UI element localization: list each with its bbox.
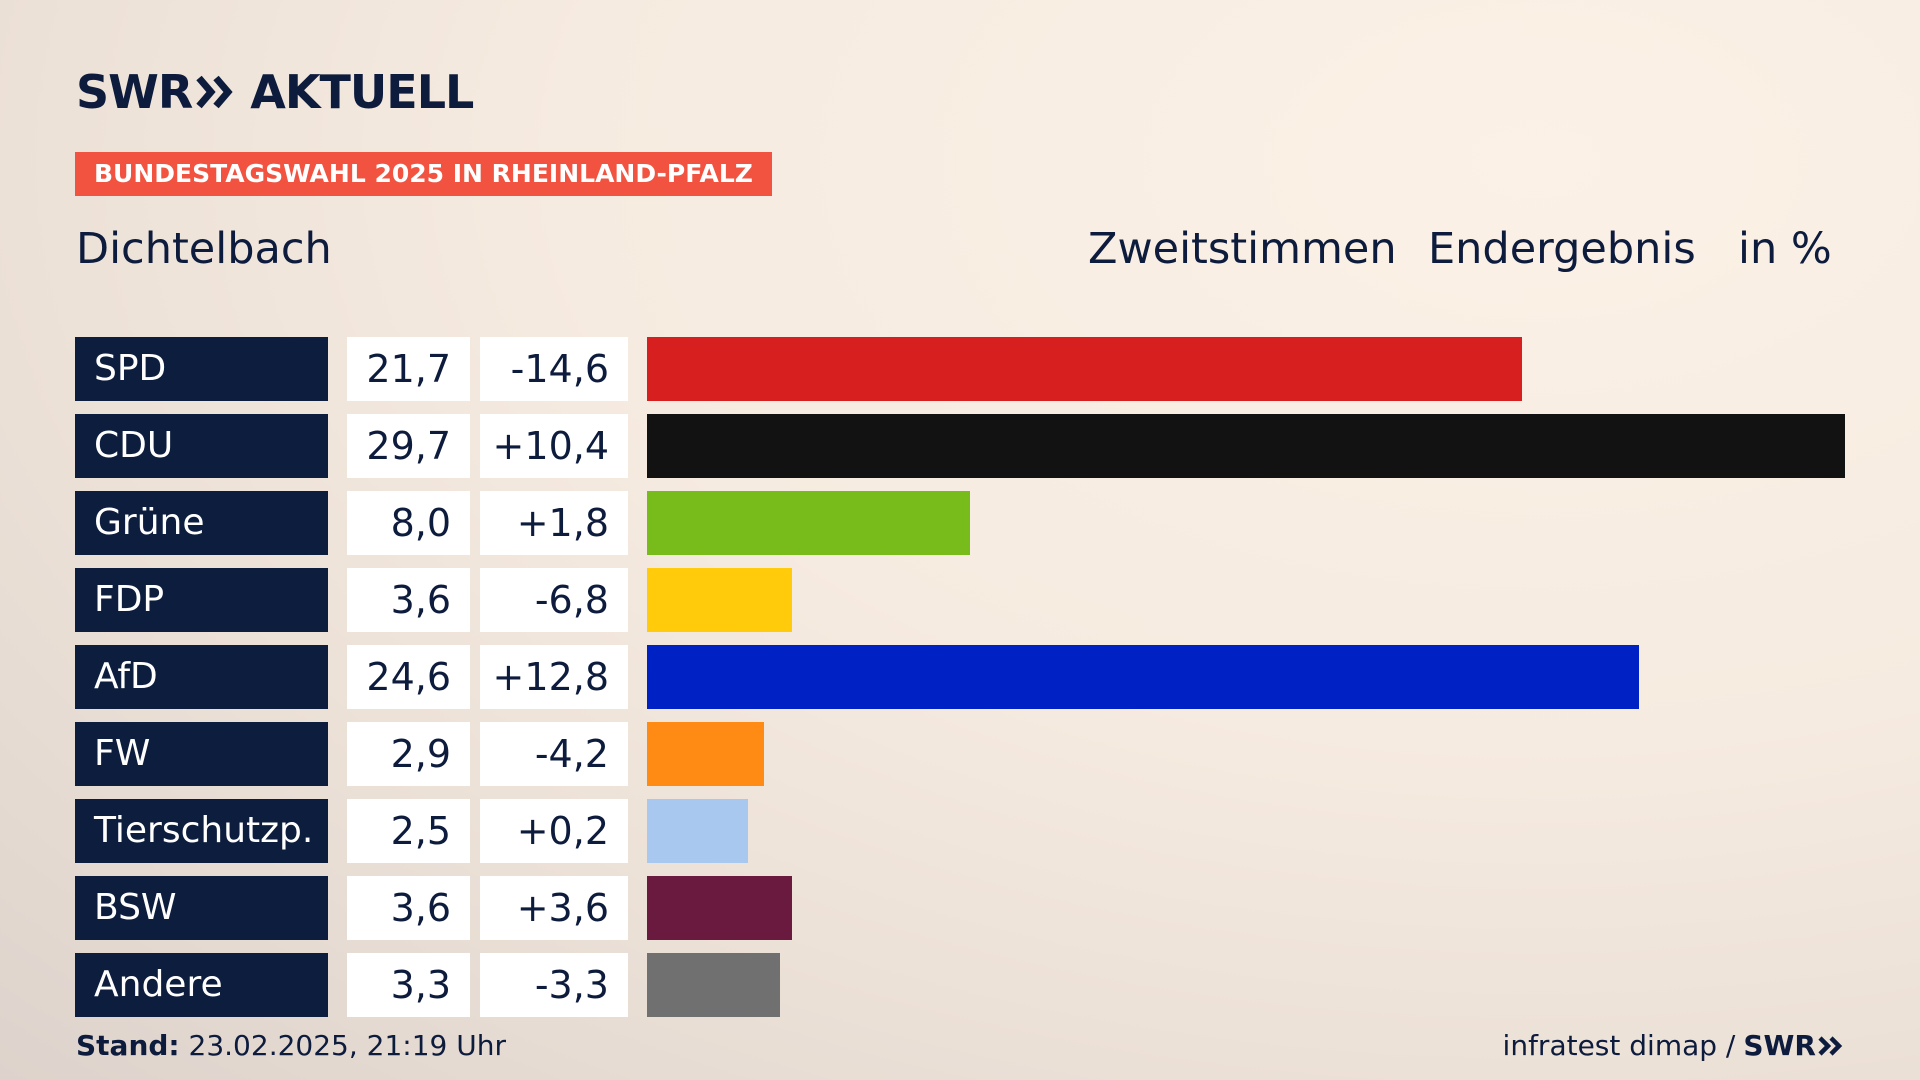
vote-type-header: Zweitstimmen [1088, 224, 1397, 274]
vote-change-value: -6,8 [480, 568, 628, 632]
logo-aktuell-text: AKTUELL [250, 65, 474, 119]
vote-share-value: 29,7 [347, 414, 470, 478]
source-swr-logo: SWR [1743, 1029, 1816, 1062]
result-row: CDU 29,7 +10,4 [0, 414, 1920, 478]
double-chevron-icon [196, 75, 233, 109]
vote-change-value: -3,3 [480, 953, 628, 1017]
vote-share-value: 8,0 [347, 491, 470, 555]
source-credit: infratest dimap / SWR [1503, 1028, 1844, 1064]
result-row: AfD 24,6 +12,8 [0, 645, 1920, 709]
result-row: Andere 3,3 -3,3 [0, 953, 1920, 1017]
party-label: Andere [75, 953, 328, 1017]
result-bar [647, 722, 764, 786]
logo-swr-text: SWR [76, 65, 193, 119]
election-banner: BUNDESTAGSWAHL 2025 IN RHEINLAND-PFALZ [75, 152, 772, 196]
unit-header: in % [1738, 224, 1832, 274]
party-label: SPD [75, 337, 328, 401]
vote-share-value: 3,6 [347, 876, 470, 940]
result-bar [647, 337, 1522, 401]
result-row: FW 2,9 -4,2 [0, 722, 1920, 786]
party-label: AfD [75, 645, 328, 709]
result-bar [647, 491, 970, 555]
result-type-header: Endergebnis [1428, 224, 1696, 274]
vote-share-value: 3,6 [347, 568, 470, 632]
result-bar [647, 799, 748, 863]
source-chevron-icon [1818, 1036, 1843, 1056]
result-row: Tierschutzp. 2,5 +0,2 [0, 799, 1920, 863]
swr-aktuell-logo: SWR AKTUELL [76, 65, 474, 119]
vote-share-value: 3,3 [347, 953, 470, 1017]
stand-value: 23.02.2025, 21:19 Uhr [188, 1029, 506, 1062]
location-title: Dichtelbach [76, 224, 332, 274]
result-row: SPD 21,7 -14,6 [0, 337, 1920, 401]
source-text: infratest dimap / [1502, 1029, 1736, 1062]
vote-share-value: 21,7 [347, 337, 470, 401]
party-label: Tierschutzp. [75, 799, 328, 863]
result-row: Grüne 8,0 +1,8 [0, 491, 1920, 555]
vote-share-value: 24,6 [347, 645, 470, 709]
timestamp: Stand: 23.02.2025, 21:19 Uhr [76, 1028, 506, 1064]
vote-change-value: +1,8 [480, 491, 628, 555]
vote-share-value: 2,5 [347, 799, 470, 863]
party-label: BSW [75, 876, 328, 940]
party-label: FDP [75, 568, 328, 632]
vote-change-value: -4,2 [480, 722, 628, 786]
result-bar [647, 414, 1845, 478]
result-bar [647, 645, 1639, 709]
vote-change-value: +12,8 [480, 645, 628, 709]
result-bar [647, 876, 792, 940]
party-label: Grüne [75, 491, 328, 555]
party-label: CDU [75, 414, 328, 478]
vote-change-value: +3,6 [480, 876, 628, 940]
stand-label: Stand: [76, 1029, 180, 1062]
result-bar [647, 953, 780, 1017]
result-row: BSW 3,6 +3,6 [0, 876, 1920, 940]
vote-change-value: -14,6 [480, 337, 628, 401]
vote-share-value: 2,9 [347, 722, 470, 786]
result-bar [647, 568, 792, 632]
party-label: FW [75, 722, 328, 786]
vote-change-value: +0,2 [480, 799, 628, 863]
vote-change-value: +10,4 [480, 414, 628, 478]
result-row: FDP 3,6 -6,8 [0, 568, 1920, 632]
